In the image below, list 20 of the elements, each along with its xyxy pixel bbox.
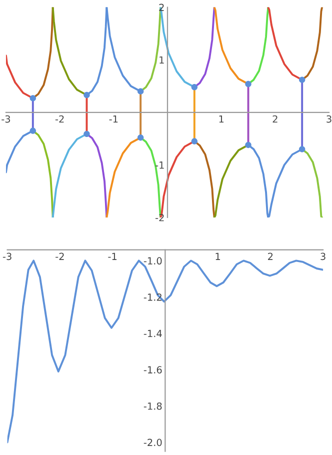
x-tick-label: -1 bbox=[108, 252, 116, 260]
x-tick-label: 2 bbox=[272, 115, 278, 123]
y-tick-label: -2 bbox=[156, 214, 164, 222]
y-tick-label: 2 bbox=[159, 4, 164, 11]
x-tick-label: -2 bbox=[56, 252, 64, 260]
y-tick-label: -1.8 bbox=[144, 402, 162, 410]
x-tick-label: -3 bbox=[2, 252, 12, 260]
y-tick-label: -2.0 bbox=[144, 438, 162, 446]
x-tick-label: 1 bbox=[219, 115, 224, 123]
y-tick-label: -1.0 bbox=[144, 257, 162, 265]
y-tick-label: -1.4 bbox=[144, 330, 162, 338]
x-tick-label: 3 bbox=[326, 115, 332, 123]
y-tick-label: 1 bbox=[160, 56, 164, 64]
x-tick-label: 2 bbox=[268, 252, 273, 260]
x-tick-label: -2 bbox=[55, 115, 64, 123]
x-tick-label: -1 bbox=[109, 115, 118, 123]
x-tick-label: 3 bbox=[320, 252, 326, 260]
x-tick-label: -3 bbox=[2, 115, 10, 123]
x-tick-label: 1 bbox=[216, 252, 220, 260]
y-tick-label: -1.6 bbox=[144, 366, 162, 374]
